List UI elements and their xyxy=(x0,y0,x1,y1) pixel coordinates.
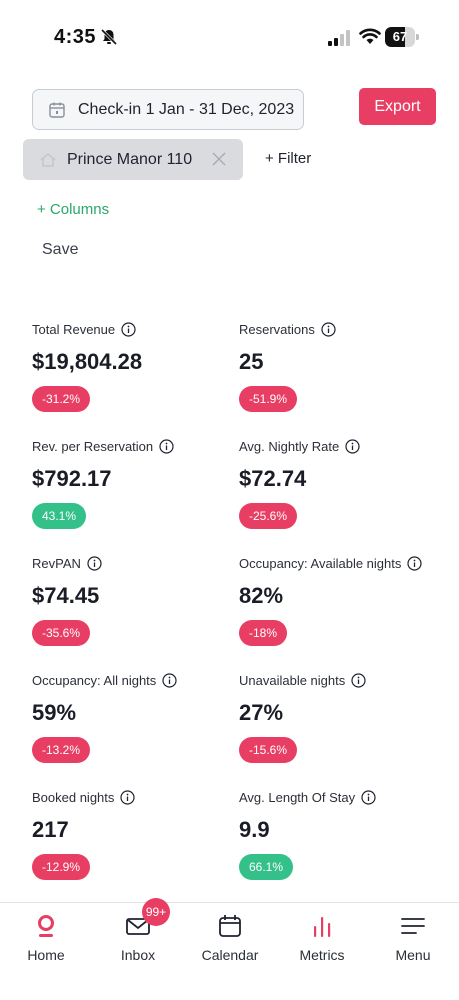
info-icon[interactable] xyxy=(361,790,376,805)
metric-label: Unavailable nights xyxy=(239,673,346,688)
metric-card: Avg. Length Of Stay 9.9 66.1% xyxy=(239,790,439,880)
calendar-icon xyxy=(49,102,65,118)
metric-label: Reservations xyxy=(239,322,315,337)
close-icon[interactable] xyxy=(211,151,227,167)
battery-level-text: 67 xyxy=(392,29,408,44)
info-icon[interactable] xyxy=(345,439,360,454)
export-button[interactable]: Export xyxy=(359,88,436,125)
metric-value: 59% xyxy=(32,700,77,725)
change-badge: -15.6% xyxy=(239,737,298,763)
info-icon[interactable] xyxy=(120,790,136,805)
change-badge: -18% xyxy=(239,620,288,646)
metric-label: Avg. Length Of Stay xyxy=(239,790,356,805)
status-bar: 4:35 67 xyxy=(0,0,459,70)
add-filter-button[interactable]: + Filter xyxy=(265,150,312,167)
property-chip-label: Prince Manor 110 xyxy=(67,150,193,168)
nav-label-home: Home xyxy=(27,947,65,963)
info-icon[interactable] xyxy=(121,322,136,337)
metric-value: 25 xyxy=(239,349,264,374)
change-badge: -12.9% xyxy=(32,854,91,880)
metric-value: 9.9 xyxy=(239,817,270,842)
nav-item-menu[interactable]: Menu xyxy=(367,903,459,1000)
metric-card: Avg. Nightly Rate $72.74 -25.6% xyxy=(239,439,439,529)
metric-value: 217 xyxy=(32,817,69,842)
metric-value: $19,804.28 xyxy=(32,349,143,374)
metric-card: RevPAN $74.45 -35.6% xyxy=(32,556,232,646)
hamburger-menu-icon xyxy=(401,918,425,934)
metric-label: Occupancy: All nights xyxy=(32,673,157,688)
change-badge: 66.1% xyxy=(239,854,294,880)
metric-card: Occupancy: Available nights 82% -18% xyxy=(239,556,439,646)
wifi-icon xyxy=(359,28,381,44)
add-columns-button[interactable]: + Columns xyxy=(37,201,110,218)
metric-label: Booked nights xyxy=(32,790,115,805)
change-badge: -13.2% xyxy=(32,737,91,763)
metric-value: $792.17 xyxy=(32,466,112,491)
metric-card: Total Revenue $19,804.28 -31.2% xyxy=(32,322,232,412)
metric-value: 27% xyxy=(239,700,284,725)
metric-label: Occupancy: Available nights xyxy=(239,556,402,571)
metric-card: Booked nights 217 -12.9% xyxy=(32,790,232,880)
nav-item-calendar[interactable]: Calendar xyxy=(184,903,276,1000)
metric-label: Rev. per Reservation xyxy=(32,439,154,454)
envelope-icon xyxy=(126,918,150,935)
info-icon[interactable] xyxy=(407,556,422,571)
bottom-navigation: Home Inbox Calendar Metrics Menu xyxy=(0,902,459,1000)
metric-card: Rev. per Reservation $792.17 43.1% xyxy=(32,439,232,529)
change-badge: -31.2% xyxy=(32,386,91,412)
nav-item-metrics[interactable]: Metrics xyxy=(276,903,368,1000)
nav-item-inbox[interactable]: Inbox xyxy=(92,903,184,1000)
nav-label-inbox: Inbox xyxy=(120,947,156,963)
metric-card: Unavailable nights 27% -15.6% xyxy=(239,673,439,763)
nav-item-home[interactable]: Home xyxy=(0,903,92,1000)
save-button[interactable]: Save xyxy=(42,241,79,258)
nav-label-menu: Menu xyxy=(395,947,431,963)
home-pin-icon xyxy=(38,915,54,937)
metric-label: Avg. Nightly Rate xyxy=(239,439,340,454)
bar-chart-icon xyxy=(314,917,331,937)
calendar-icon xyxy=(219,915,241,937)
battery-indicator: 67 xyxy=(385,27,419,47)
info-icon[interactable] xyxy=(87,556,102,571)
metric-label: RevPAN xyxy=(32,556,81,571)
property-filter-chip[interactable]: Prince Manor 110 xyxy=(23,139,243,180)
info-icon[interactable] xyxy=(351,673,366,688)
info-icon[interactable] xyxy=(159,439,174,454)
metric-value: 82% xyxy=(239,583,284,608)
metric-value: $74.45 xyxy=(32,583,100,608)
inbox-unread-badge: 99+ xyxy=(142,898,170,926)
change-badge: -25.6% xyxy=(239,503,298,529)
info-icon[interactable] xyxy=(321,322,336,337)
metric-value: $72.74 xyxy=(239,466,307,491)
change-badge: -51.9% xyxy=(239,386,298,412)
metric-label: Total Revenue xyxy=(32,322,116,337)
date-range-label: Check-in 1 Jan - 31 Dec, 2023 xyxy=(78,100,295,118)
nav-label-metrics: Metrics xyxy=(299,947,345,963)
status-time: 4:35 xyxy=(54,26,97,48)
change-badge: -35.6% xyxy=(32,620,91,646)
change-badge: 43.1% xyxy=(32,503,87,529)
nav-label-calendar: Calendar xyxy=(201,947,259,963)
metric-card: Reservations 25 -51.9% xyxy=(239,322,439,412)
home-icon xyxy=(40,152,56,167)
metric-card: Occupancy: All nights 59% -13.2% xyxy=(32,673,232,763)
info-icon[interactable] xyxy=(162,673,177,688)
bell-muted-icon xyxy=(100,28,118,46)
cellular-signal-icon xyxy=(328,30,350,46)
date-range-picker[interactable]: Check-in 1 Jan - 31 Dec, 2023 xyxy=(32,89,304,130)
